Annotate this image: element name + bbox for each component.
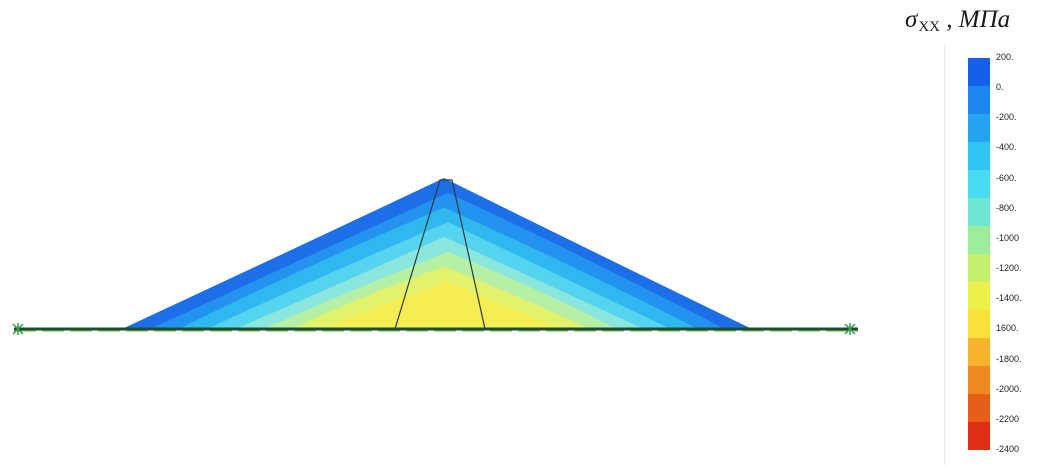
legend-swatch	[968, 142, 990, 170]
legend-swatch	[968, 86, 990, 114]
legend-tick-label: -800.	[996, 202, 1017, 213]
legend-title-symbol: σ	[905, 6, 918, 33]
legend-title-subscript: XX	[918, 19, 941, 35]
legend-tick-label: -1000	[996, 232, 1020, 243]
legend-swatch	[968, 170, 990, 198]
legend-title-unit: , МПа	[940, 6, 1011, 33]
stress-contour-bands	[122, 178, 752, 329]
legend-swatch	[968, 58, 990, 86]
core-outline	[394, 179, 486, 330]
legend-swatch	[968, 394, 990, 422]
legend-swatch	[968, 254, 990, 282]
legend-swatch	[968, 282, 990, 310]
legend-tick-label: 0.	[996, 82, 1004, 93]
legend-tick-label: -600.	[996, 172, 1017, 183]
legend-tick-label: -2200	[996, 413, 1020, 424]
support-marker-icon	[844, 323, 856, 335]
stress-band	[319, 281, 563, 329]
legend-tick-label: -2000.	[996, 383, 1022, 394]
legend-swatch	[968, 310, 990, 338]
legend-title: σXX , МПа	[905, 6, 1010, 36]
dam-core-outline	[394, 179, 486, 330]
legend-swatch	[968, 226, 990, 254]
legend-swatch	[968, 366, 990, 394]
legend-tick-label: 1600.	[996, 323, 1019, 334]
legend-color-bar	[968, 58, 990, 450]
legend-tick-label: -400.	[996, 142, 1017, 153]
legend-tick-label: -1200.	[996, 263, 1022, 274]
legend-swatch	[968, 338, 990, 366]
legend-tick-label: -2400	[996, 444, 1020, 454]
legend-tick-label: -200.	[996, 112, 1017, 123]
legend-separator	[944, 45, 945, 465]
support-marker-icon	[12, 323, 24, 335]
legend-swatch	[968, 422, 990, 450]
legend-tick-label: 200.	[996, 52, 1014, 62]
foundation-line	[12, 323, 858, 335]
legend-swatch	[968, 114, 990, 142]
legend-swatch	[968, 198, 990, 226]
legend-tick-label: -1400.	[996, 293, 1022, 304]
legend-tick-label: -1800.	[996, 353, 1022, 364]
